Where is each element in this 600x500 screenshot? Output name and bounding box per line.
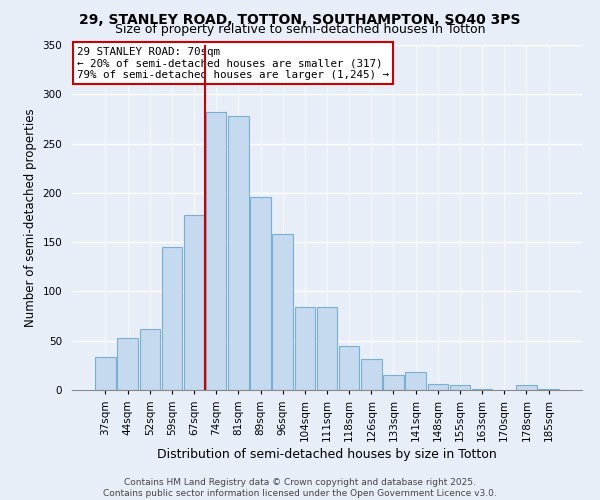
Bar bbox=[228, 116, 248, 390]
Bar bbox=[95, 358, 116, 390]
Bar bbox=[140, 329, 160, 390]
Bar bbox=[406, 372, 426, 390]
Bar bbox=[317, 307, 337, 390]
X-axis label: Distribution of semi-detached houses by size in Totton: Distribution of semi-detached houses by … bbox=[157, 448, 497, 461]
Text: 29 STANLEY ROAD: 70sqm
← 20% of semi-detached houses are smaller (317)
79% of se: 29 STANLEY ROAD: 70sqm ← 20% of semi-det… bbox=[77, 46, 389, 80]
Bar bbox=[272, 234, 293, 390]
Y-axis label: Number of semi-detached properties: Number of semi-detached properties bbox=[24, 108, 37, 327]
Text: 29, STANLEY ROAD, TOTTON, SOUTHAMPTON, SO40 3PS: 29, STANLEY ROAD, TOTTON, SOUTHAMPTON, S… bbox=[79, 12, 521, 26]
Bar bbox=[184, 214, 204, 390]
Bar bbox=[383, 375, 404, 390]
Bar bbox=[295, 307, 315, 390]
Bar bbox=[118, 338, 138, 390]
Bar bbox=[206, 112, 226, 390]
Text: Size of property relative to semi-detached houses in Totton: Size of property relative to semi-detach… bbox=[115, 22, 485, 36]
Bar bbox=[339, 346, 359, 390]
Bar bbox=[428, 384, 448, 390]
Bar bbox=[538, 389, 559, 390]
Bar bbox=[516, 385, 536, 390]
Bar bbox=[250, 197, 271, 390]
Bar bbox=[450, 385, 470, 390]
Bar bbox=[161, 247, 182, 390]
Bar bbox=[472, 389, 493, 390]
Bar bbox=[361, 360, 382, 390]
Text: Contains HM Land Registry data © Crown copyright and database right 2025.
Contai: Contains HM Land Registry data © Crown c… bbox=[103, 478, 497, 498]
